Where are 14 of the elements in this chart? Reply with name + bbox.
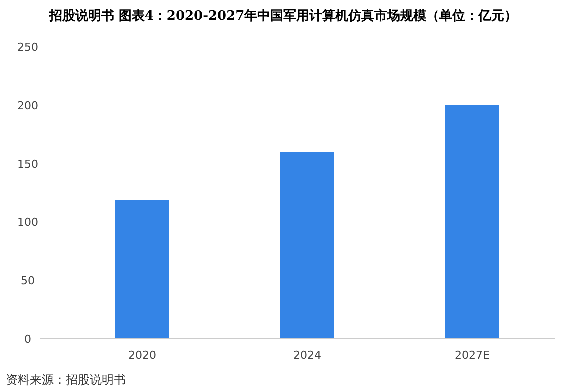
x-tick-label: 2024 (294, 349, 322, 362)
y-tick-label: 100 (18, 216, 38, 230)
bar (116, 200, 170, 339)
y-tick-label: 50 (21, 274, 35, 288)
y-tick-label: 150 (18, 158, 38, 171)
y-tick-label: 200 (18, 99, 38, 112)
bar (280, 152, 334, 339)
y-tick-label: 0 (24, 333, 32, 346)
chart-title: 招股说明书 图表4：2020-2027年中国军用计算机仿真市场规模（单位：亿元） (48, 8, 518, 24)
x-tick-label: 2027E (455, 349, 490, 362)
bar (446, 105, 500, 339)
text: 资料来源：招股说明书 (6, 373, 126, 387)
x-tick-label: 2020 (128, 349, 156, 362)
y-tick-label: 250 (18, 41, 38, 54)
